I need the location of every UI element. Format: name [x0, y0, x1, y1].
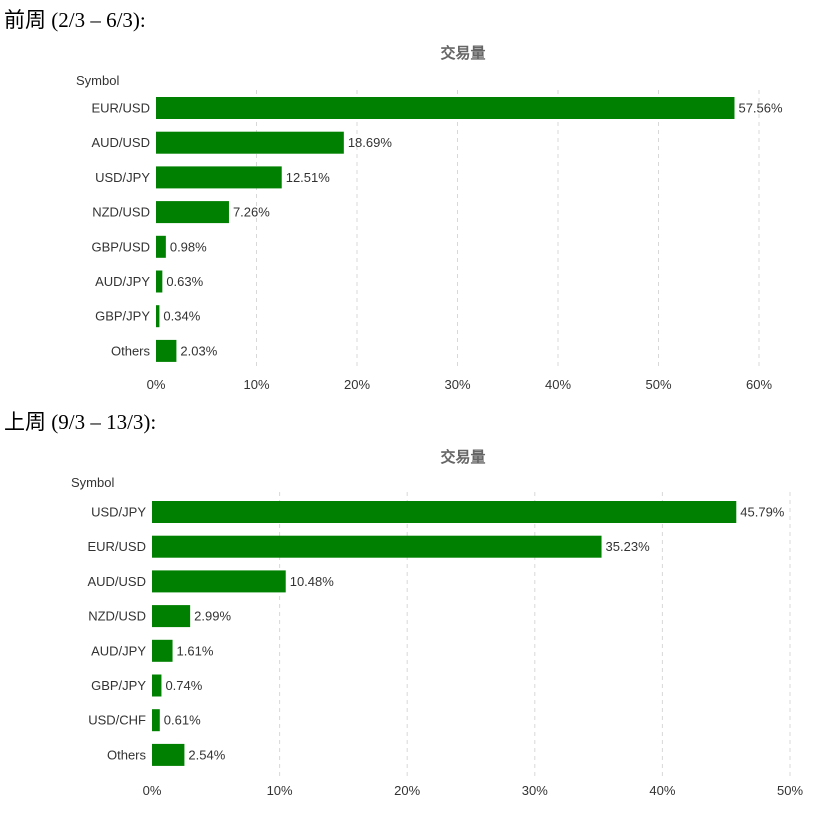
x-tick-label: 0% — [147, 377, 166, 392]
bar — [156, 235, 166, 258]
x-tick-label: 30% — [444, 377, 470, 392]
data-label: 0.98% — [170, 239, 207, 254]
category-label: GBP/USD — [91, 239, 150, 254]
last-week-heading: 上周 (9/3 – 13/3): — [4, 410, 157, 434]
bar — [156, 201, 229, 224]
last-week-volume-chart: 0% 10% 20% 30% 40% 50% 交易量 Symbol USD/JPY 45.79% E… — [71, 448, 803, 798]
data-label: 0.63% — [166, 274, 203, 289]
data-label: 7.26% — [233, 205, 270, 220]
bar — [152, 501, 737, 523]
data-label: 1.61% — [177, 643, 214, 658]
y-axis-label: Symbol — [71, 475, 114, 490]
x-tick-label: 20% — [394, 783, 420, 798]
category-label: NZD/USD — [92, 205, 150, 220]
x-tick-label: 10% — [267, 783, 293, 798]
data-label: 35.23% — [606, 539, 651, 554]
previous-week-heading: 前周 (2/3 – 6/3): — [4, 8, 146, 32]
x-tick-label: 0% — [143, 783, 162, 798]
bar — [156, 339, 177, 362]
data-label: 2.99% — [194, 609, 231, 624]
data-label: 0.61% — [164, 713, 201, 728]
data-label: 10.48% — [290, 574, 335, 589]
x-tick-label: 60% — [746, 377, 772, 392]
x-tick-label: 40% — [649, 783, 675, 798]
category-label: USD/JPY — [95, 170, 150, 185]
x-tick-label: 50% — [645, 377, 671, 392]
bar — [152, 605, 191, 628]
category-label: Others — [107, 747, 147, 762]
bar — [156, 270, 163, 293]
x-tick-label: 50% — [777, 783, 803, 798]
x-tick-label: 10% — [243, 377, 269, 392]
chart-title: 交易量 — [440, 448, 485, 466]
y-axis-label: Symbol — [76, 73, 119, 88]
category-label: EUR/USD — [91, 101, 150, 116]
category-label: EUR/USD — [87, 539, 146, 554]
x-tick-label: 30% — [522, 783, 548, 798]
chart-title: 交易量 — [440, 44, 485, 62]
data-label: 2.03% — [180, 343, 217, 358]
data-label: 0.74% — [165, 678, 202, 693]
x-tick-label: 40% — [545, 377, 571, 392]
data-label: 18.69% — [348, 135, 393, 150]
data-label: 2.54% — [188, 747, 225, 762]
data-label: 45.79% — [740, 505, 785, 520]
bar — [156, 97, 735, 119]
bar — [152, 570, 286, 593]
bar — [156, 166, 282, 189]
bar — [152, 709, 160, 732]
data-label: 0.34% — [163, 309, 200, 324]
bar — [152, 674, 162, 697]
category-label: GBP/JPY — [95, 309, 150, 324]
category-label: AUD/JPY — [95, 274, 150, 289]
data-label: 12.51% — [286, 170, 331, 185]
bar — [156, 305, 160, 328]
category-label: USD/CHF — [88, 713, 146, 728]
category-label: GBP/JPY — [91, 678, 146, 693]
previous-week-volume-chart: 0% 10% 20% 30% 40% 50% 60% 交易量 Symbol EUR/USD 57.5… — [76, 44, 783, 392]
category-label: AUD/JPY — [91, 643, 146, 658]
data-label: 57.56% — [738, 101, 783, 116]
category-label: AUD/USD — [91, 135, 150, 150]
bar — [156, 131, 344, 154]
x-tick-label: 20% — [344, 377, 370, 392]
category-label: AUD/USD — [87, 574, 146, 589]
bar — [152, 743, 185, 766]
bar — [152, 639, 173, 662]
category-label: Others — [111, 343, 151, 358]
category-label: NZD/USD — [88, 609, 146, 624]
bar — [152, 535, 602, 558]
category-label: USD/JPY — [91, 505, 146, 520]
